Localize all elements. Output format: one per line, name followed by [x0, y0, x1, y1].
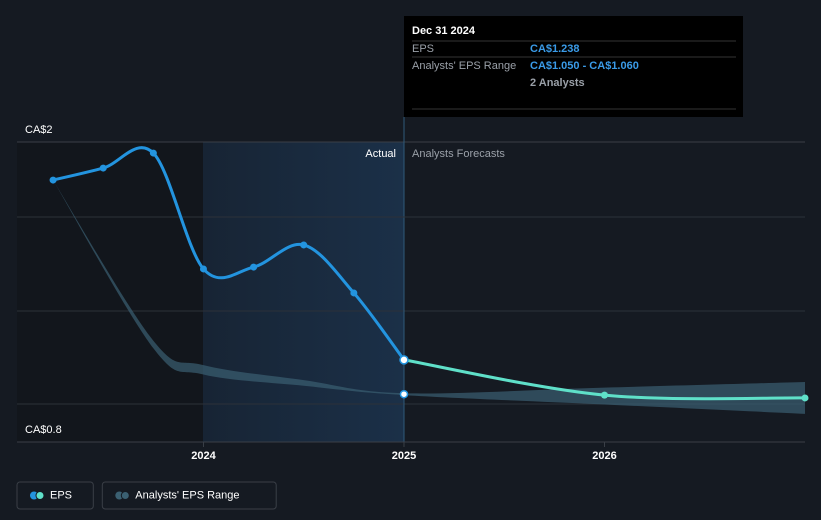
actual-label: Actual	[365, 148, 396, 160]
tooltip-value: CA$1.050 - CA$1.060	[530, 60, 639, 72]
x-tick-label: 2025	[392, 450, 416, 462]
eps-point	[399, 355, 409, 365]
legend-label: Analysts' EPS Range	[135, 489, 239, 501]
highlight-region	[203, 142, 404, 442]
eps-point	[49, 176, 57, 184]
eps-point	[99, 164, 107, 172]
tooltip-date: Dec 31 2024	[412, 25, 476, 37]
tooltip-box	[404, 16, 743, 117]
x-tick-label: 2026	[592, 450, 616, 462]
eps-point	[600, 391, 608, 399]
legend-item[interactable]	[16, 481, 94, 510]
tooltip: Dec 31 2024 EPS CA$1.238 Analysts' EPS R…	[404, 16, 743, 117]
legend-label: EPS	[50, 489, 72, 501]
legend-item[interactable]	[101, 481, 277, 510]
tooltip-analysts: 2 Analysts	[530, 77, 585, 89]
eps-point	[300, 241, 308, 249]
forecast-label: Analysts Forecasts	[412, 148, 505, 160]
x-tick-label: 2024	[191, 450, 216, 462]
tooltip-value: CA$1.238	[530, 43, 580, 55]
y-tick-label: CA$2	[25, 124, 53, 136]
eps-point	[350, 289, 358, 297]
legend-icon	[35, 491, 45, 500]
range-point	[399, 389, 409, 399]
y-tick-label: CA$0.8	[25, 424, 62, 436]
eps-point	[801, 394, 809, 402]
eps-point	[250, 263, 258, 271]
range-band	[53, 180, 805, 414]
tooltip-label: Analysts' EPS Range	[412, 60, 516, 72]
legend-icon	[120, 491, 130, 500]
eps-point	[199, 265, 207, 273]
past-shade	[17, 142, 203, 442]
eps-point	[149, 149, 157, 157]
tooltip-label: EPS	[412, 43, 434, 55]
